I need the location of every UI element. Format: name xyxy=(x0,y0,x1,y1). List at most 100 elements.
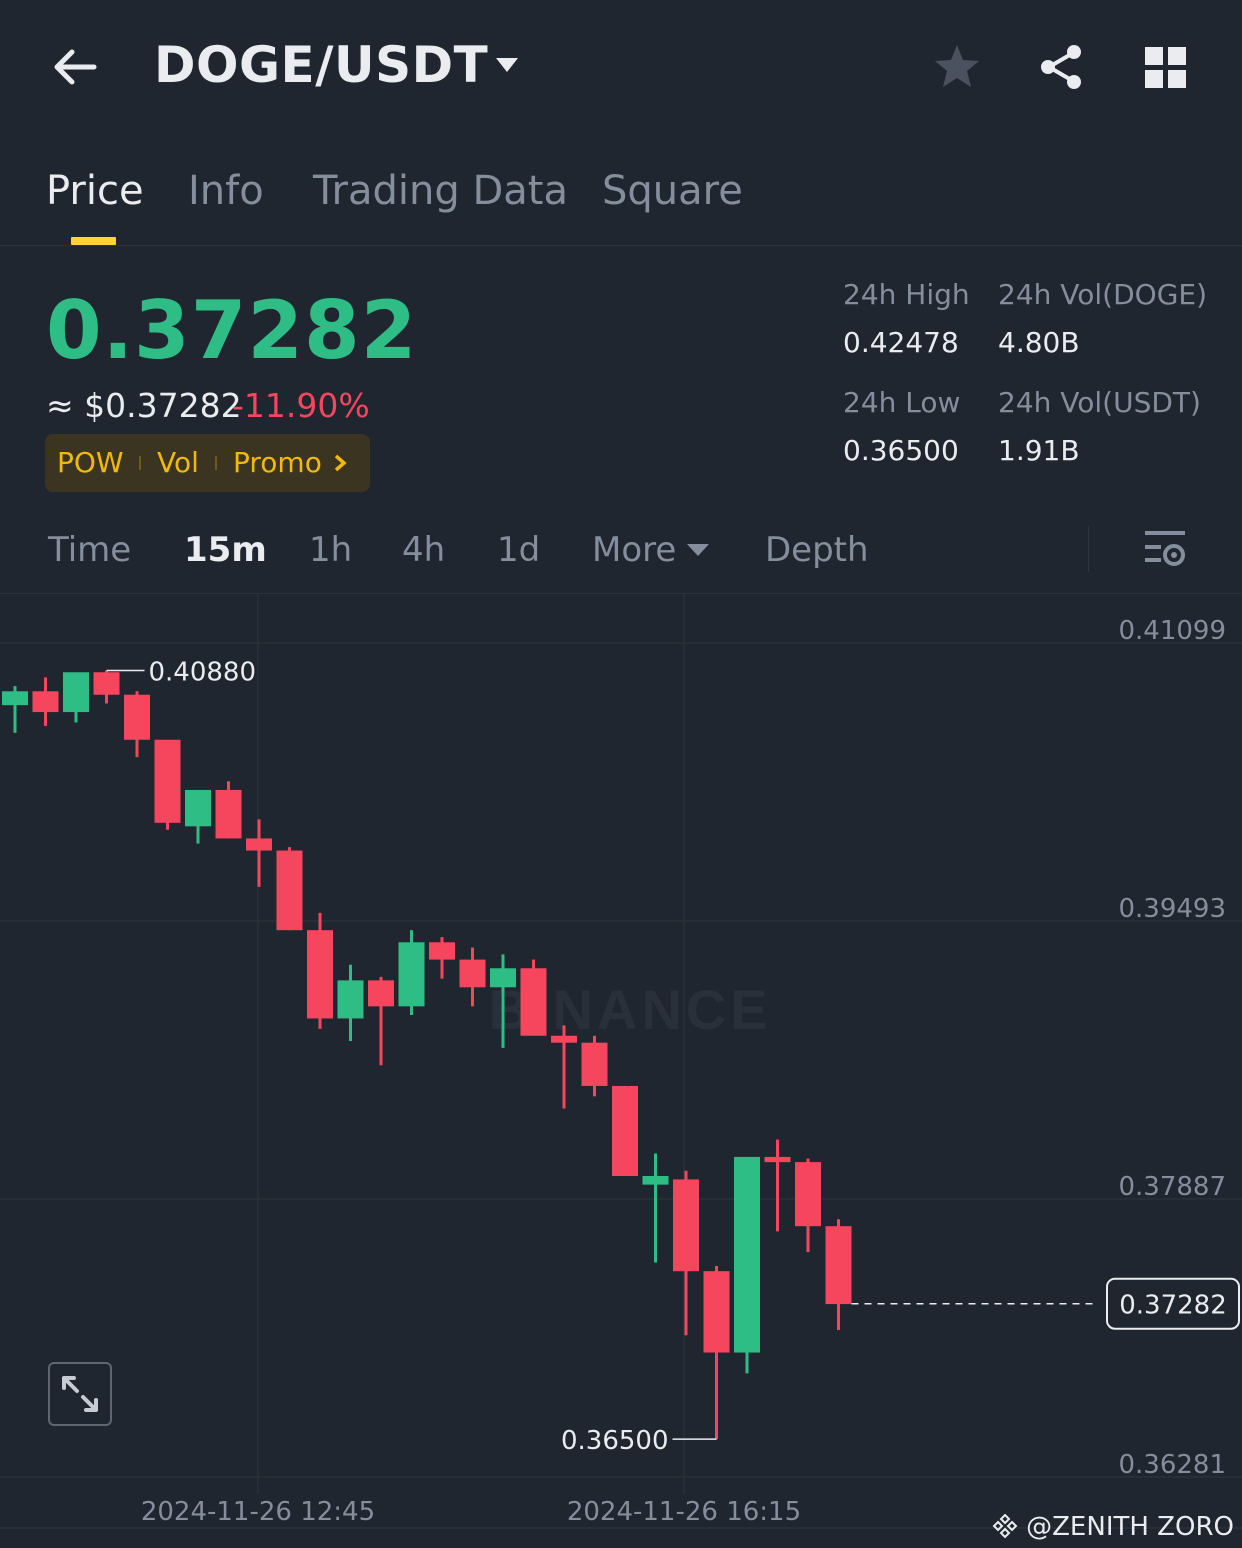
candle-body xyxy=(2,691,28,706)
active-tab-indicator xyxy=(71,237,116,245)
stat-24h-vol-usdt-label: 24h Vol(USDT) xyxy=(998,386,1201,419)
candle xyxy=(32,677,59,726)
candle-body xyxy=(612,1085,638,1176)
candle xyxy=(642,1153,669,1263)
candle-body xyxy=(398,942,425,1007)
stat-24h-vol-doge-value: 4.80B xyxy=(998,326,1080,359)
tab-info[interactable]: Info xyxy=(188,168,264,214)
candle xyxy=(520,959,547,1036)
interval-15m[interactable]: 15m xyxy=(184,530,267,570)
candle xyxy=(673,1170,699,1336)
last-price-box xyxy=(1106,1277,1240,1330)
candle-body xyxy=(429,942,455,960)
candle-body xyxy=(642,1175,669,1185)
candle xyxy=(825,1219,852,1331)
candles xyxy=(2,670,852,1440)
candle-body xyxy=(124,694,150,740)
interval-time[interactable]: Time xyxy=(48,530,132,570)
candle xyxy=(795,1158,821,1253)
stat-24h-high-value: 0.42478 xyxy=(843,326,959,359)
y-tick-label: 0.39493 xyxy=(1118,894,1226,924)
low-marker-label: 0.36500 xyxy=(561,1426,669,1456)
tag-bar[interactable]: POW Vol Promo xyxy=(45,434,370,492)
caret-down-icon[interactable] xyxy=(494,56,520,74)
price-change-percent: -11.90% xyxy=(232,386,370,425)
tag-promo[interactable]: Promo xyxy=(233,446,322,479)
tab-square[interactable]: Square xyxy=(602,168,743,214)
x-tick-label: 2024-11-26 12:45 xyxy=(141,1497,375,1527)
stat-24h-vol-usdt-value: 1.91B xyxy=(998,434,1080,467)
tag-separator xyxy=(139,456,141,470)
candle-body xyxy=(551,1035,577,1043)
candle xyxy=(307,912,333,1029)
x-axis: 2024-11-26 12:45 2024-11-26 16:15 xyxy=(141,1497,801,1527)
tag-vol[interactable]: Vol xyxy=(157,446,199,479)
candle xyxy=(2,686,28,733)
candle-body xyxy=(459,959,486,988)
candle xyxy=(93,670,120,704)
interval-1d[interactable]: 1d xyxy=(497,530,541,570)
candle xyxy=(764,1139,791,1232)
candle xyxy=(551,1025,577,1109)
tab-price[interactable]: Price xyxy=(46,168,144,214)
candle xyxy=(185,789,211,844)
candle xyxy=(490,954,516,1048)
share-icon[interactable] xyxy=(1036,42,1086,92)
candle-body xyxy=(337,980,364,1019)
candle xyxy=(337,964,364,1041)
caret-down-icon[interactable] xyxy=(686,543,710,557)
candle xyxy=(63,672,89,723)
tag-pow[interactable]: POW xyxy=(57,446,124,479)
candle-body xyxy=(520,968,547,1036)
candle xyxy=(124,691,150,758)
candle xyxy=(612,1085,638,1176)
star-icon[interactable] xyxy=(932,42,982,92)
interval-divider xyxy=(1088,526,1089,572)
candle-body xyxy=(215,789,242,839)
stat-24h-high-label: 24h High xyxy=(843,278,970,311)
indicator-settings-icon[interactable] xyxy=(1143,528,1187,570)
candle-body xyxy=(32,691,59,713)
candle-body xyxy=(63,672,89,713)
candle xyxy=(429,937,455,979)
candle xyxy=(246,819,272,887)
stat-24h-vol-doge-label: 24h Vol(DOGE) xyxy=(998,278,1208,311)
candle xyxy=(368,976,394,1066)
candle xyxy=(703,1265,730,1440)
pair-title[interactable]: DOGE/USDT xyxy=(154,36,489,94)
candle xyxy=(581,1035,608,1097)
last-price: 0.37282 xyxy=(46,284,418,377)
candle-body xyxy=(734,1156,760,1353)
interval-1h[interactable]: 1h xyxy=(309,530,353,570)
chart-gridlines xyxy=(0,594,1242,1529)
expand-icon xyxy=(62,1376,98,1412)
tab-trading-data[interactable]: Trading Data xyxy=(313,168,568,214)
candle-body xyxy=(581,1042,608,1086)
interval-4h[interactable]: 4h xyxy=(402,530,446,570)
grid-icon[interactable] xyxy=(1142,44,1190,92)
y-tick-label: 0.41099 xyxy=(1118,616,1226,646)
candle xyxy=(215,781,242,839)
y-tick-label: 0.36281 xyxy=(1118,1450,1226,1480)
candle xyxy=(398,930,425,1015)
binance-logo-icon xyxy=(992,1513,1018,1539)
candle-body xyxy=(673,1179,699,1272)
candle-body xyxy=(825,1226,852,1305)
back-arrow-icon[interactable] xyxy=(50,42,100,92)
interval-depth[interactable]: Depth xyxy=(765,530,869,570)
candle-body xyxy=(368,980,394,1007)
credit-text: @ZENITH ZORO xyxy=(1026,1512,1234,1542)
price-markers: 0.40880 0.36500 0.37282 xyxy=(106,658,1240,1456)
credit-watermark: @ZENITH ZORO xyxy=(992,1512,1234,1542)
tag-separator xyxy=(215,456,217,470)
candle-body xyxy=(154,739,181,823)
interval-more[interactable]: More xyxy=(592,530,677,570)
candle xyxy=(154,739,181,830)
expand-chart-button[interactable] xyxy=(48,1362,112,1426)
candle-body xyxy=(307,930,333,1019)
candle-body xyxy=(703,1271,730,1353)
candle-body xyxy=(246,838,272,851)
last-price-label: 0.37282 xyxy=(1119,1291,1227,1321)
tabs-divider xyxy=(0,245,1242,246)
